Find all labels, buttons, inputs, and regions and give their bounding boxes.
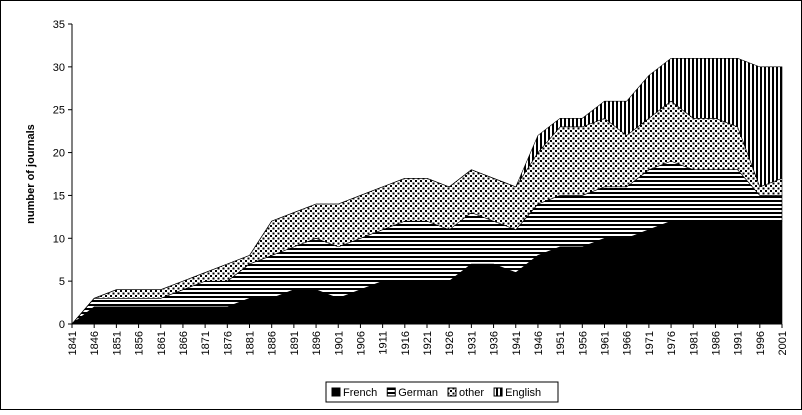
legend-swatch [447, 387, 457, 397]
x-tick-label: 1926 [444, 331, 456, 355]
x-tick-label: 1991 [733, 331, 745, 355]
x-tick-label: 1936 [489, 331, 501, 355]
y-tick-label: 10 [53, 233, 65, 245]
x-tick-label: 1976 [666, 331, 678, 355]
x-tick-label: 1981 [688, 331, 700, 355]
y-tick-label: 30 [53, 62, 65, 74]
x-tick-label: 1941 [511, 331, 523, 355]
x-tick-label: 1891 [289, 331, 301, 355]
x-tick-label: 1871 [200, 331, 212, 355]
legend-swatch [331, 387, 341, 397]
legend-label: German [398, 387, 438, 399]
x-tick-label: 1911 [378, 331, 390, 355]
y-axis-label: number of journals [25, 124, 37, 224]
x-tick-label: 1866 [178, 331, 190, 355]
x-tick-label: 1881 [245, 331, 257, 355]
x-tick-label: 1986 [710, 331, 722, 355]
y-tick-label: 35 [53, 19, 65, 31]
legend-swatch [493, 387, 503, 397]
x-tick-label: 1921 [422, 331, 434, 355]
x-tick-label: 1956 [577, 331, 589, 355]
area [71, 57, 783, 325]
legend-box [325, 381, 559, 403]
legend-swatch [386, 387, 396, 397]
x-tick-label: 1961 [600, 331, 612, 355]
x-tick-label: 1971 [644, 331, 656, 355]
y-tick-label: 20 [53, 148, 65, 160]
x-tick-label: 1861 [156, 331, 168, 355]
y-tick-label: 15 [53, 190, 65, 202]
x-tick-label: 1966 [622, 331, 634, 355]
x-tick-label: 1876 [222, 331, 234, 355]
x-tick-label: 1886 [267, 331, 279, 355]
y-tick-label: 0 [59, 319, 65, 331]
x-tick-label: 1951 [555, 331, 567, 355]
x-tick-label: 1946 [533, 331, 545, 355]
x-tick-label: 1856 [134, 331, 146, 355]
x-tick-label: 1916 [400, 331, 412, 355]
x-tick-label: 1901 [333, 331, 345, 355]
x-tick-label: 2001 [777, 331, 789, 355]
x-tick-label: 1996 [755, 331, 767, 355]
legend-label: French [343, 387, 377, 399]
legend-label: English [505, 387, 541, 399]
x-tick-label: 1841 [67, 331, 79, 355]
x-tick-label: 1846 [89, 331, 101, 355]
x-tick-label: 1906 [355, 331, 367, 355]
x-tick-label: 1896 [311, 331, 323, 355]
legend-label: other [459, 387, 484, 399]
x-tick-label: 1851 [111, 331, 123, 355]
y-tick-label: 5 [59, 276, 65, 288]
y-tick-label: 25 [53, 105, 65, 117]
x-tick-label: 1931 [466, 331, 478, 355]
